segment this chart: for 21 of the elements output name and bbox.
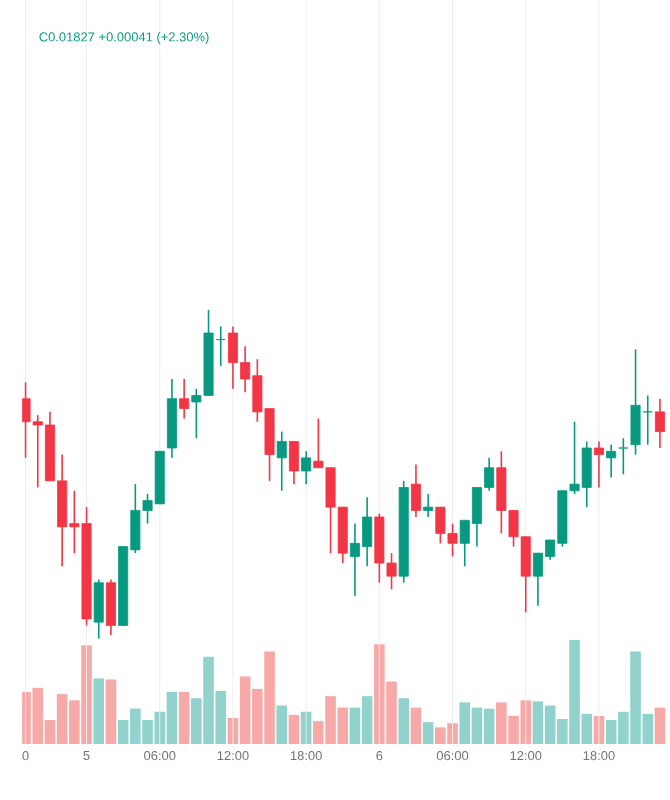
candlestick — [410, 463, 421, 518]
bar — [93, 678, 104, 744]
candlestick — [301, 450, 312, 485]
candlestick — [606, 443, 617, 479]
bar — [654, 707, 666, 744]
candlestick — [276, 430, 287, 492]
bar — [422, 722, 434, 744]
candlestick — [618, 437, 629, 476]
bar — [410, 707, 422, 744]
candlestick — [654, 397, 665, 449]
bar — [398, 698, 409, 744]
candlestick — [179, 378, 190, 420]
candlestick — [93, 578, 104, 640]
candlestick — [593, 440, 604, 489]
candlestick — [288, 440, 299, 485]
bar — [105, 679, 117, 744]
bar — [178, 691, 190, 744]
candlestick — [105, 578, 116, 637]
candlestick — [423, 493, 434, 518]
bar — [288, 714, 300, 744]
bar — [276, 705, 287, 744]
